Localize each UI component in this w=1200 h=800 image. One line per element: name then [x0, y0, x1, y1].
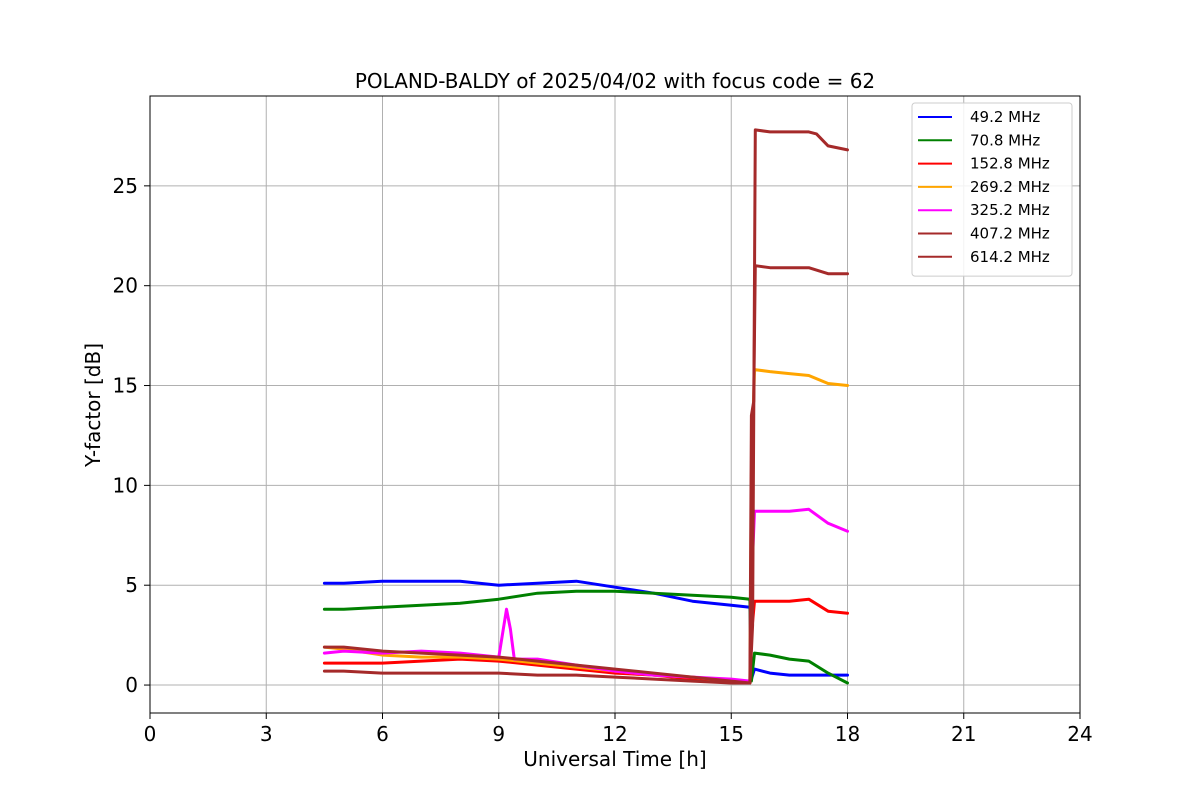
chart-title: POLAND-BALDY of 2025/04/02 with focus co… — [355, 69, 875, 93]
x-tick-label: 3 — [260, 722, 273, 746]
x-axis-label: Universal Time [h] — [523, 747, 706, 771]
x-tick-label: 9 — [492, 722, 505, 746]
legend-label: 407.2 MHz — [970, 225, 1050, 243]
legend-label: 70.8 MHz — [970, 131, 1040, 149]
x-tick-label: 21 — [951, 722, 976, 746]
series-line-1 — [322, 589, 849, 685]
series-layer — [322, 128, 849, 685]
legend-label: 614.2 MHz — [970, 248, 1050, 266]
y-tick-label: 25 — [113, 174, 138, 198]
x-tick-label: 24 — [1067, 722, 1092, 746]
y-tick-label: 0 — [125, 673, 138, 697]
ticks: 0 3 6 9 12 15 18 21 24 0 5 10 15 20 25 — [113, 174, 1093, 746]
x-tick-label: 15 — [719, 722, 744, 746]
legend-label: 152.8 MHz — [970, 155, 1050, 173]
x-tick-label: 18 — [835, 722, 860, 746]
y-tick-label: 5 — [125, 573, 138, 597]
series-line-0 — [322, 579, 849, 681]
legend-label: 49.2 MHz — [970, 108, 1040, 126]
series-line-6 — [322, 128, 849, 685]
y-axis-label: Y-factor [dB] — [81, 343, 105, 468]
legend: 49.2 MHz 70.8 MHz 152.8 MHz 269.2 MHz 32… — [911, 102, 1073, 277]
x-tick-label: 0 — [144, 722, 157, 746]
y-tick-label: 20 — [113, 274, 138, 298]
series-line-5 — [322, 264, 849, 685]
legend-label: 325.2 MHz — [970, 201, 1050, 219]
legend-label: 269.2 MHz — [970, 178, 1050, 196]
series-line-4 — [322, 507, 849, 683]
x-tick-label: 6 — [376, 722, 389, 746]
x-tick-label: 12 — [602, 722, 627, 746]
y-tick-label: 15 — [113, 374, 138, 398]
y-tick-label: 10 — [113, 473, 138, 497]
